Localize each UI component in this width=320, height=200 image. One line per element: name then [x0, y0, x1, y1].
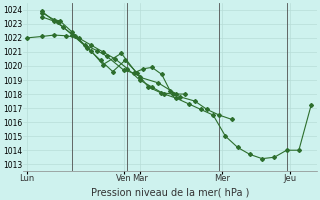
X-axis label: Pression niveau de la mer( hPa ): Pression niveau de la mer( hPa ): [91, 187, 250, 197]
